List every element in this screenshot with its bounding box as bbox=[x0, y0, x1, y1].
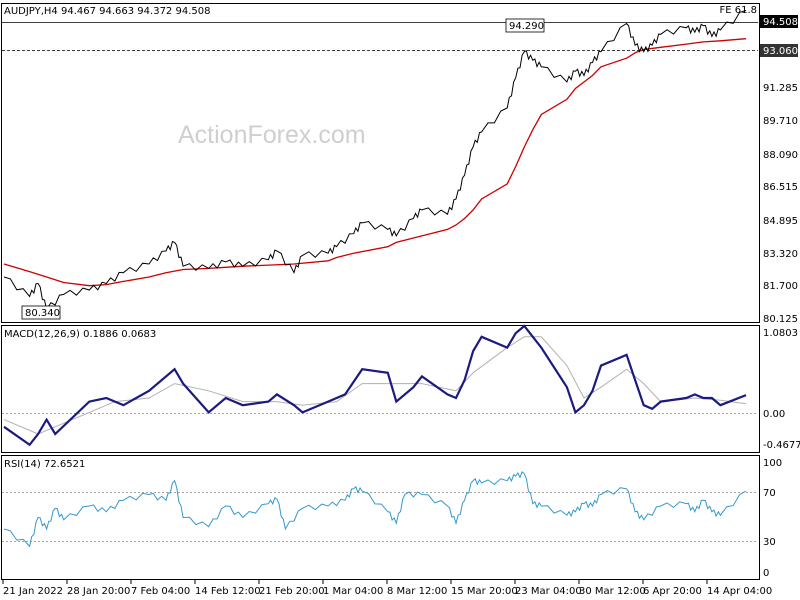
rsi-tick-0: 0 bbox=[763, 568, 769, 579]
time-axis: 21 Jan 2022 28 Jan 20:00 7 Feb 04:00 14 Feb… bbox=[2, 580, 772, 597]
low-label: 80.340 bbox=[25, 308, 60, 319]
macd-tick-top: 1.0803 bbox=[763, 328, 798, 339]
time-tick-label: 14 Feb 12:00 bbox=[195, 586, 261, 597]
rsi-panel-title: RSI(14) 72.6521 bbox=[4, 459, 85, 470]
macd-panel: MACD(12,26,9) 0.1886 0.0683 1.0803 0.00 … bbox=[2, 324, 800, 451]
rsi-tick-70: 70 bbox=[763, 488, 776, 499]
rsi-panel-frame bbox=[1, 455, 760, 580]
rsi-tick-100: 100 bbox=[763, 458, 782, 469]
price-panel-frame bbox=[1, 3, 760, 323]
price-tick-label: 83.320 bbox=[763, 249, 798, 260]
price-tick-label: 89.710 bbox=[763, 116, 798, 127]
time-tick-label: 23 Mar 04:00 bbox=[515, 586, 582, 597]
macd-panel-frame bbox=[1, 325, 760, 453]
price-tick-label: 81.700 bbox=[763, 281, 798, 292]
fe-corner-label: FE 61.8 bbox=[719, 5, 757, 16]
time-tick-label: 1 Mar 04:00 bbox=[323, 586, 383, 597]
time-tick-label: 21 Feb 20:00 bbox=[259, 586, 325, 597]
moving-average-line bbox=[3, 38, 747, 287]
price-tick-label: 91.285 bbox=[763, 83, 798, 94]
high-label-box bbox=[505, 18, 545, 33]
time-tick-label: 28 Jan 20:00 bbox=[67, 586, 130, 597]
price-panel: 91.285 89.710 88.090 86.515 84.895 83.320 81.7… bbox=[2, 5, 798, 325]
price-bars bbox=[3, 10, 747, 311]
time-tick-label: 14 Apr 04:00 bbox=[707, 586, 772, 597]
fe-price-box bbox=[760, 15, 798, 28]
price-axis: 91.285 89.710 88.090 86.515 84.895 83.320 81.7… bbox=[763, 83, 798, 325]
price-panel-title: AUDJPY,H4 94.467 94.663 94.372 94.508 bbox=[4, 6, 210, 17]
watermark: ActionForex.com bbox=[178, 121, 366, 149]
rsi-panel: RSI(14) 72.6521 100 70 30 0 bbox=[2, 458, 782, 579]
macd-panel-title: MACD(12,26,9) 0.1886 0.0683 bbox=[4, 329, 156, 340]
time-tick-label: 8 Mar 12:00 bbox=[387, 586, 447, 597]
high-label: 94.290 bbox=[509, 21, 544, 32]
rsi-line bbox=[3, 471, 747, 548]
macd-tick-zero: 0.00 bbox=[763, 409, 785, 420]
support-price-box bbox=[760, 44, 798, 57]
support-price-label: 93.060 bbox=[763, 46, 798, 57]
rsi-tick-30: 30 bbox=[763, 537, 776, 548]
macd-tick-bottom: -0.4677 bbox=[763, 440, 800, 451]
time-tick-label: 15 Mar 20:00 bbox=[451, 586, 518, 597]
low-label-box bbox=[21, 305, 61, 320]
price-tick-label: 86.515 bbox=[763, 182, 798, 193]
fe-price-label: 94.508 bbox=[763, 17, 798, 28]
price-tick-label: 84.895 bbox=[763, 216, 798, 227]
price-tick-label: 88.090 bbox=[763, 150, 798, 161]
time-tick-label: 30 Mar 12:00 bbox=[579, 586, 646, 597]
time-tick-label: 6 Apr 20:00 bbox=[643, 586, 702, 597]
macd-main-line bbox=[3, 324, 747, 447]
price-tick-label: 80.125 bbox=[763, 314, 798, 325]
time-tick-label: 21 Jan 2022 bbox=[3, 586, 63, 597]
time-tick-label: 7 Feb 04:00 bbox=[131, 586, 190, 597]
